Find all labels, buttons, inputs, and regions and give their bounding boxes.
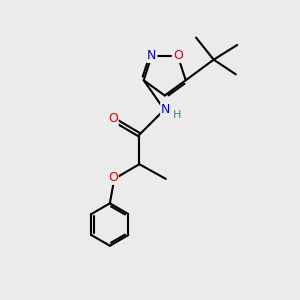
Text: N: N xyxy=(147,49,156,62)
Text: O: O xyxy=(108,112,118,125)
Text: O: O xyxy=(108,171,118,184)
Text: H: H xyxy=(172,110,181,120)
Text: O: O xyxy=(173,49,183,62)
Text: N: N xyxy=(161,103,170,116)
